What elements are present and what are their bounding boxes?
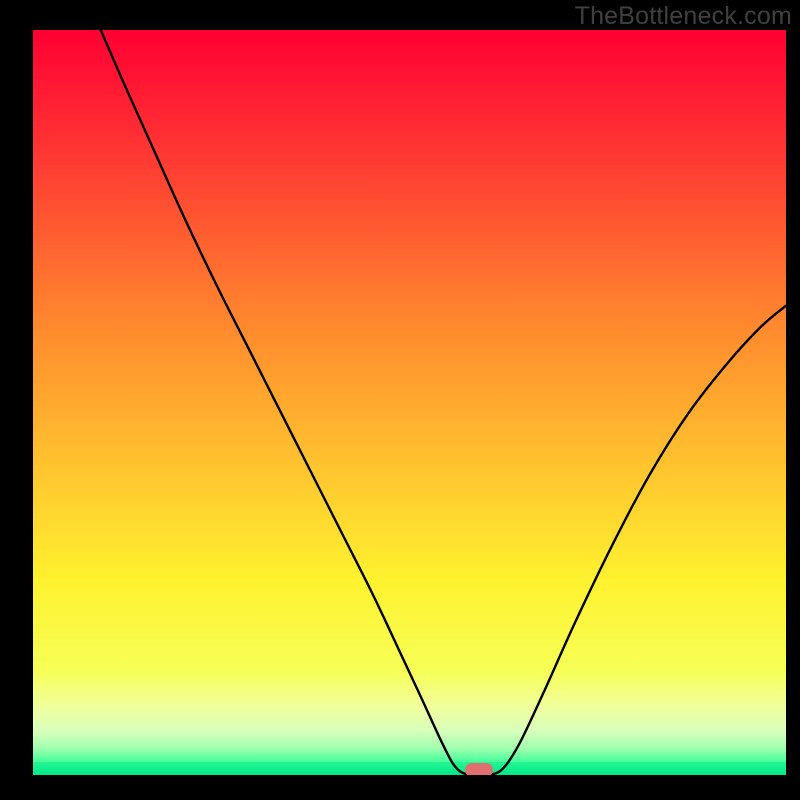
- bottleneck-curve: [33, 30, 786, 775]
- watermark-text: TheBottleneck.com: [575, 2, 792, 31]
- chart-stage: TheBottleneck.com: [0, 0, 800, 800]
- optimal-marker: [465, 763, 493, 775]
- plot-area: [33, 30, 786, 775]
- curve-path: [101, 30, 786, 775]
